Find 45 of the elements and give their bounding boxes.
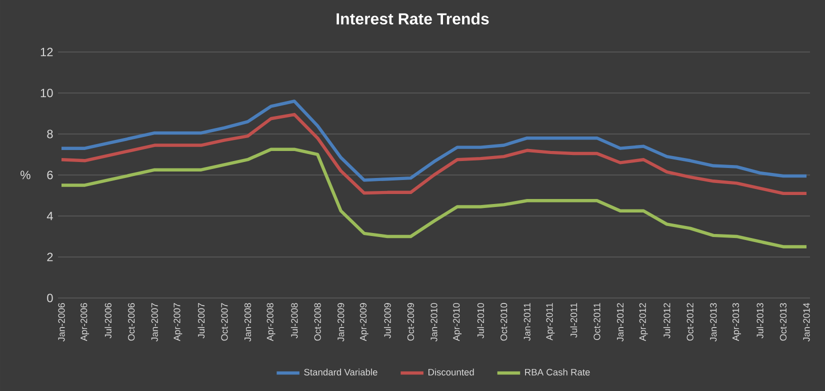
y-tick-label: 6 (47, 170, 53, 180)
x-tick-label: Oct-2009 (407, 303, 414, 341)
x-tick-label: Jul-2011 (570, 303, 578, 338)
x-tick-label: Oct-2013 (780, 303, 787, 341)
x-tick-label: Jan-2013 (710, 303, 717, 342)
y-tick-label: 8 (47, 130, 53, 138)
x-tick-label: Jan-2010 (430, 303, 438, 342)
x-tick-label: Jan-2009 (338, 303, 344, 342)
x-tick-label: Jan-2011 (524, 303, 530, 341)
y-tick-label: 4 (46, 212, 53, 220)
x-tick-label: Jan-2012 (616, 303, 624, 342)
legend-label: Discounted (428, 368, 474, 376)
x-tick-label: Apr-2010 (453, 303, 462, 342)
y-tick-label: 0 (47, 294, 53, 302)
x-tick-label: Jul-2013 (756, 303, 764, 338)
chart-title: Interest Rate Trends (336, 12, 489, 25)
legend-label: RBA Cash Rate (525, 368, 590, 376)
x-tick-label: Apr-2013 (732, 303, 741, 342)
x-tick-label: Apr-2009 (360, 303, 368, 342)
x-tick-label: Apr-2007 (174, 303, 182, 342)
x-tick-label: Oct-2012 (686, 303, 694, 341)
x-tick-label: Oct-2008 (314, 303, 321, 341)
x-tick-label: Jan-2008 (244, 303, 252, 342)
x-tick-label: Oct-2011 (594, 303, 600, 340)
x-tick-label: Jul-2009 (384, 303, 391, 338)
y-axis-title: % (20, 170, 30, 180)
x-tick-label: Jul-2008 (290, 303, 298, 338)
x-tick-label: Jul-2006 (104, 303, 112, 338)
x-tick-label: Oct-2010 (500, 303, 508, 341)
x-tick-label: Apr-2012 (639, 303, 648, 342)
x-tick-label: Jul-2010 (477, 303, 484, 338)
y-tick-label: 2 (47, 252, 53, 262)
x-tick-label: Jul-2012 (663, 303, 670, 338)
x-tick-label: Oct-2006 (128, 303, 135, 341)
x-tick-label: Jan-2007 (151, 303, 158, 342)
y-tick-label: 12 (40, 48, 53, 56)
x-tick-label: Jul-2007 (198, 303, 205, 338)
x-tick-label: Jan-2014 (803, 302, 810, 342)
x-tick-label: Jan-2006 (58, 303, 65, 342)
legend-label: Standard Variable (304, 368, 378, 376)
x-tick-label: Apr-2008 (266, 303, 276, 342)
x-tick-label: Apr-2006 (80, 303, 90, 342)
y-tick-label: 10 (40, 88, 53, 98)
x-tick-label: Apr-2011 (546, 303, 555, 340)
x-tick-label: Oct-2007 (221, 303, 228, 341)
